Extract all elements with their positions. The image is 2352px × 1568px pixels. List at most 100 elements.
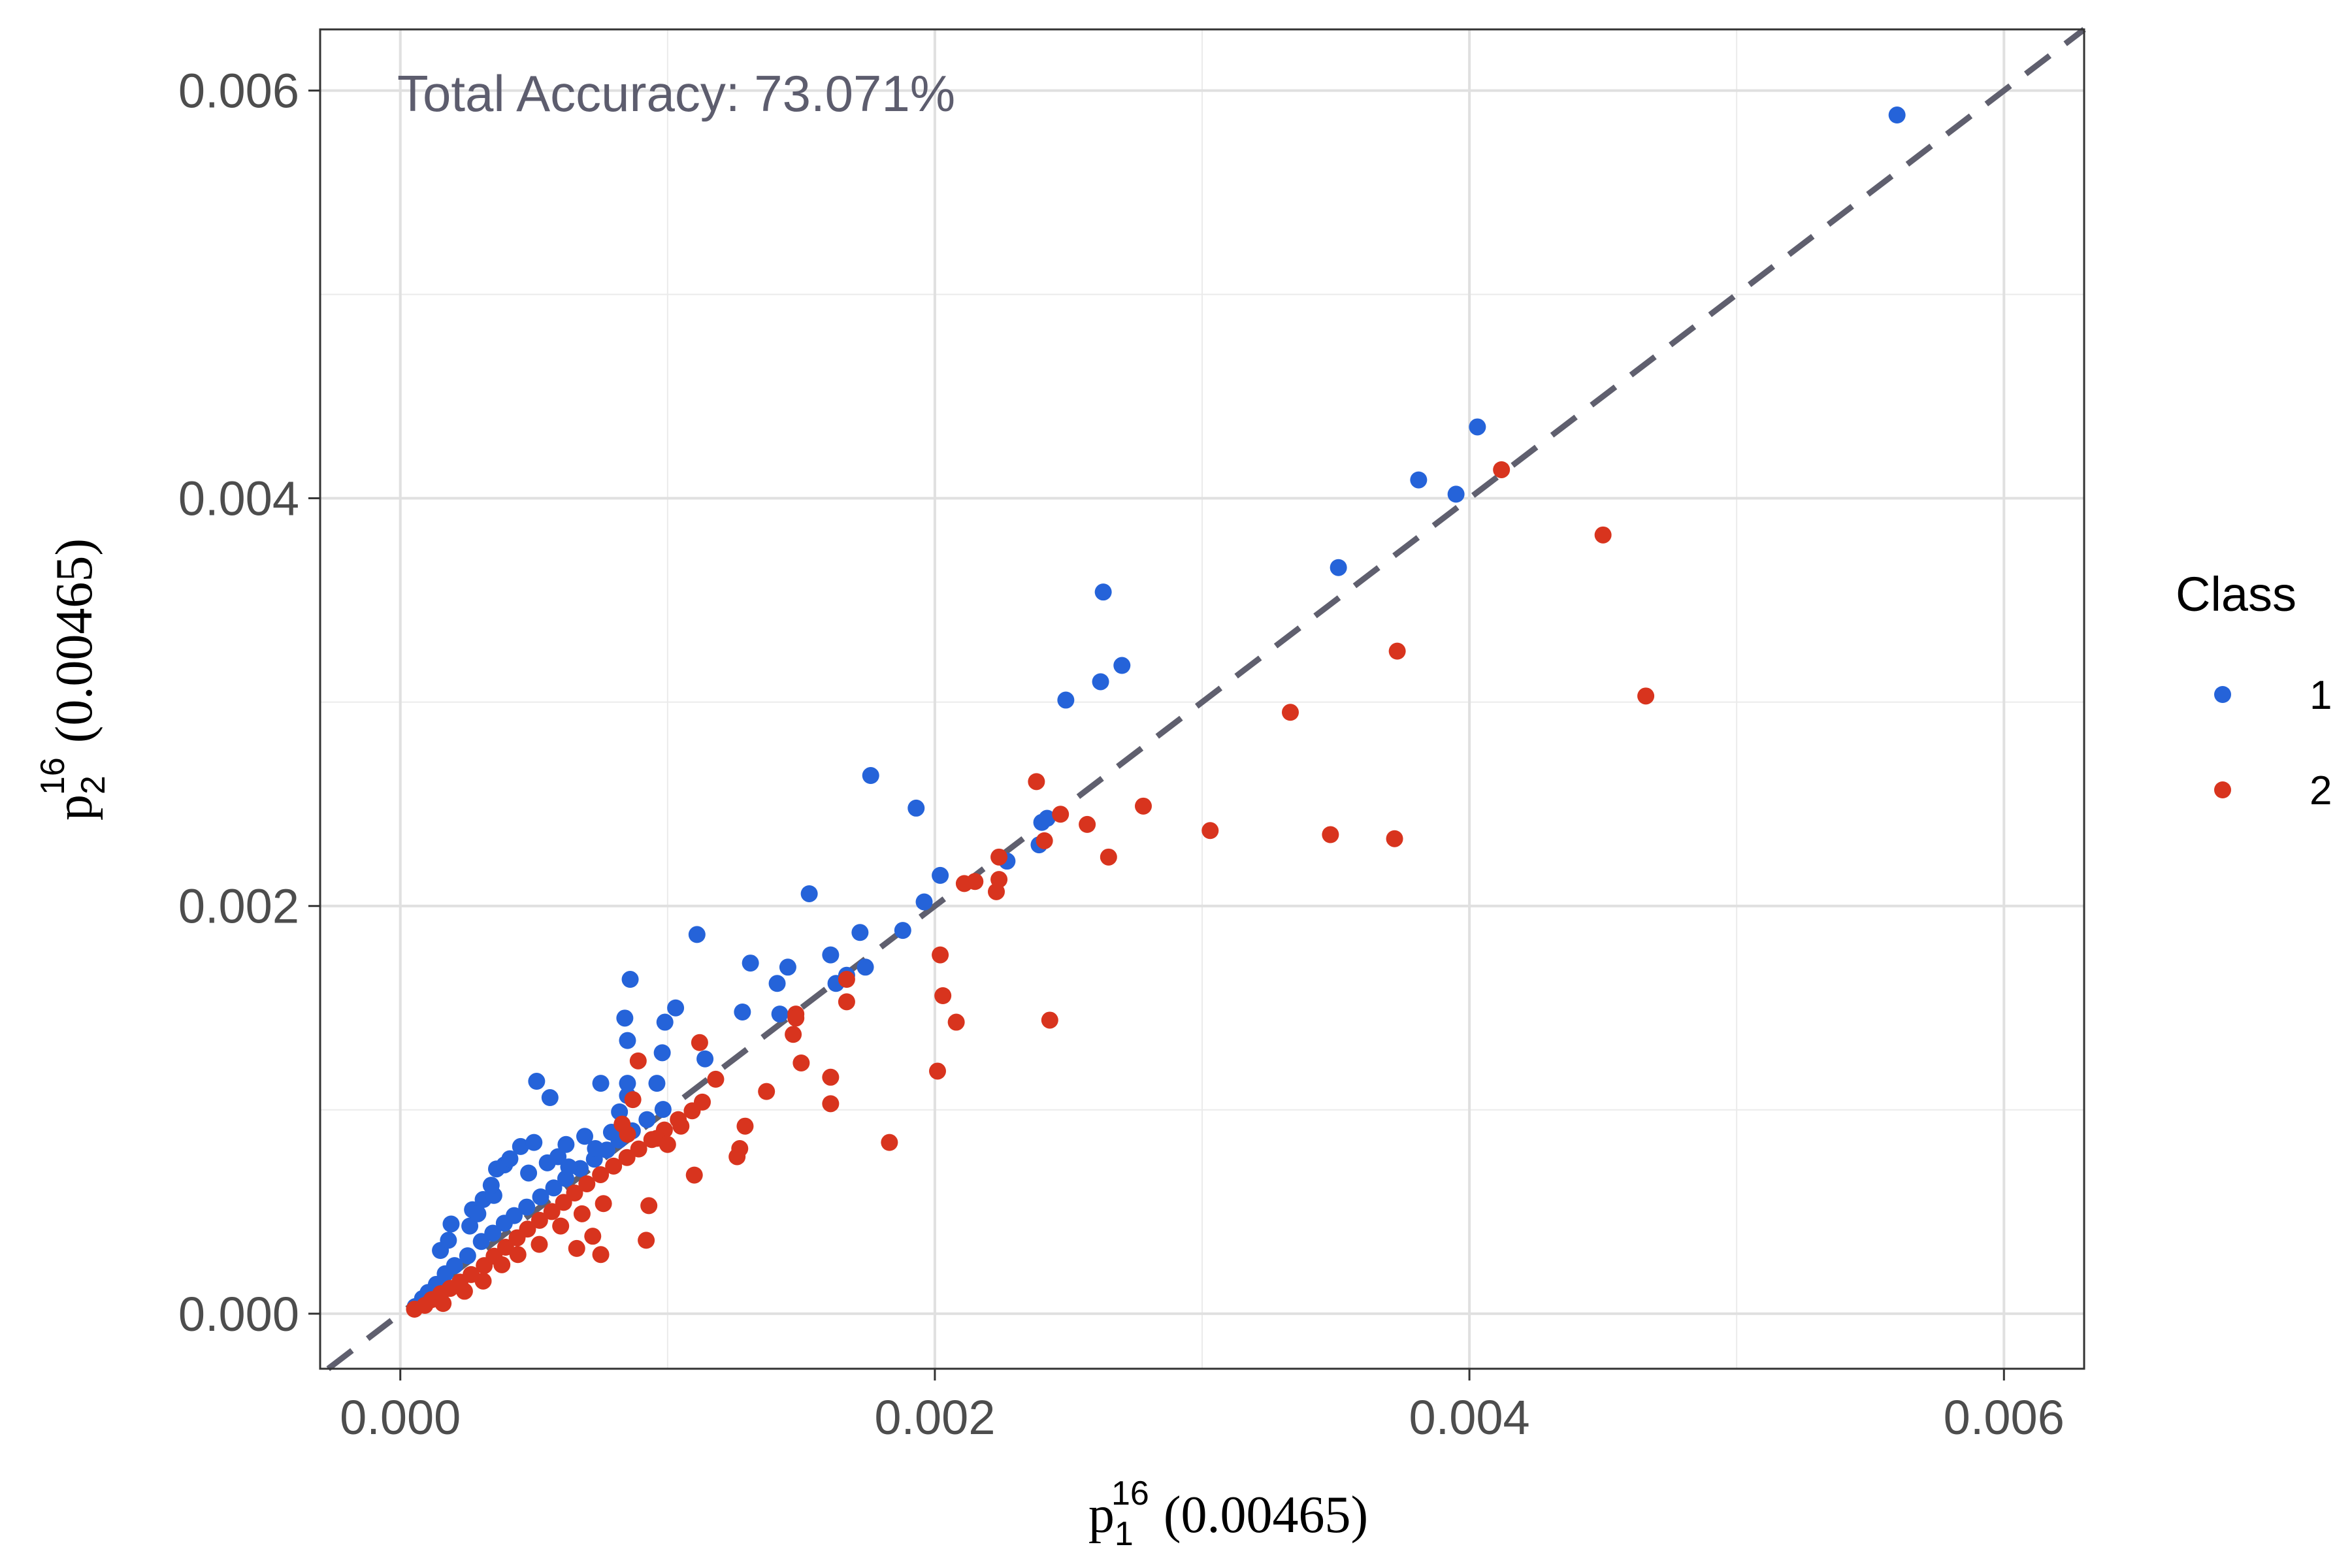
y-axis-title: p216 (0.00465)	[34, 538, 112, 821]
data-point-class-1	[667, 999, 685, 1017]
data-point-class-1	[1094, 583, 1112, 601]
data-point-class-2	[1637, 687, 1655, 705]
data-point-class-1	[696, 1050, 714, 1068]
data-point-class-2	[990, 871, 1008, 889]
grid	[320, 29, 2084, 1369]
data-point-class-1	[545, 1179, 563, 1197]
data-point-class-1	[459, 1247, 476, 1265]
data-point-class-2	[592, 1246, 610, 1264]
data-point-class-2	[592, 1166, 610, 1183]
data-point-class-2	[493, 1256, 511, 1273]
data-point-class-2	[497, 1239, 514, 1256]
data-point-class-1	[907, 799, 925, 817]
data-point-class-1	[512, 1137, 529, 1155]
x-axis-ticks: 0.000 0.002 0.004 0.006	[340, 1369, 2065, 1445]
data-point-class-2	[552, 1217, 570, 1235]
data-point-class-2	[1493, 461, 1511, 478]
data-point-class-1	[862, 767, 879, 785]
data-point-class-1	[442, 1215, 460, 1233]
data-point-class-1	[1057, 691, 1075, 709]
data-point-class-2	[694, 1093, 711, 1111]
x-tick-label: 0.002	[874, 1390, 995, 1445]
data-point-class-1	[482, 1177, 500, 1194]
data-point-class-1	[822, 946, 840, 964]
data-point-class-1	[1410, 471, 1428, 489]
data-point-class-1	[484, 1224, 502, 1242]
data-point-class-1	[518, 1198, 536, 1216]
data-point-class-2	[1386, 830, 1403, 847]
legend-label-class-1: 1	[2310, 673, 2332, 718]
data-point-class-2	[685, 1166, 703, 1184]
data-point-class-1	[857, 958, 874, 976]
data-point-class-1	[549, 1148, 567, 1166]
data-point-class-1	[915, 893, 933, 911]
data-point-class-2	[474, 1272, 492, 1290]
data-point-class-2	[1135, 797, 1152, 815]
data-point-class-1	[932, 866, 949, 884]
data-point-class-1	[1038, 809, 1056, 827]
data-point-class-2	[595, 1195, 612, 1213]
x-tick-label: 0.004	[1409, 1390, 1529, 1445]
data-point-class-2	[792, 1054, 810, 1071]
data-point-class-2	[659, 1135, 676, 1153]
data-point-class-1	[469, 1205, 487, 1222]
data-point-class-2	[1052, 806, 1070, 823]
data-point-class-1	[541, 1089, 559, 1107]
data-point-class-2	[630, 1140, 647, 1158]
data-point-class-2	[932, 946, 949, 964]
data-point-class-2	[1079, 815, 1096, 833]
legend-key-class-1	[2214, 686, 2231, 703]
data-point-class-1	[1330, 559, 1347, 576]
data-point-class-1	[619, 1075, 636, 1092]
data-point-class-2	[509, 1246, 527, 1264]
data-point-class-1	[592, 1075, 610, 1092]
data-point-class-2	[629, 1052, 647, 1070]
y-tick-label: 0.002	[178, 879, 299, 934]
y-tick-label: 0.000	[178, 1287, 299, 1341]
data-point-class-1	[506, 1207, 523, 1224]
data-point-class-1	[520, 1164, 538, 1182]
data-point-class-1	[446, 1257, 463, 1275]
data-point-class-1	[800, 885, 818, 902]
x-axis-title-superscript: 16	[1111, 1475, 1149, 1512]
data-point-class-1	[768, 975, 786, 992]
data-point-class-1	[616, 1009, 634, 1027]
data-point-class-2	[822, 1068, 840, 1086]
data-point-class-1	[656, 1013, 674, 1031]
data-point-class-1	[1888, 106, 1906, 124]
data-point-class-1	[587, 1140, 604, 1158]
data-point-class-1	[440, 1232, 457, 1249]
data-point-class-2	[1036, 832, 1053, 849]
data-point-class-2	[691, 1034, 708, 1051]
data-point-class-1	[1469, 418, 1486, 436]
data-point-class-2	[568, 1239, 585, 1257]
data-point-class-2	[618, 1149, 636, 1166]
y-axis-title-subscript: 2	[74, 776, 112, 794]
legend: Class 12	[2176, 567, 2332, 813]
data-point-class-2	[787, 1009, 805, 1027]
data-point-class-2	[1100, 848, 1117, 866]
legend-items: 12	[2214, 673, 2332, 813]
data-point-class-2	[566, 1184, 583, 1202]
data-point-class-2	[1282, 704, 1299, 721]
data-point-class-2	[929, 1062, 946, 1080]
legend-key-class-2	[2214, 781, 2231, 798]
legend-label-class-2: 2	[2310, 768, 2332, 813]
data-point-class-1	[501, 1150, 519, 1168]
data-point-class-2	[1201, 822, 1219, 840]
data-point-class-1	[619, 1032, 636, 1049]
data-point-class-2	[519, 1220, 536, 1238]
data-point-class-2	[838, 993, 855, 1011]
data-point-class-2	[613, 1115, 631, 1133]
data-point-class-1	[894, 922, 911, 939]
accuracy-annotation: Total Accuracy: 73.071%	[397, 65, 955, 122]
panel-border	[319, 28, 2085, 1370]
data-point-class-1	[648, 1075, 666, 1092]
data-point-class-1	[1447, 485, 1465, 503]
x-axis-title: p116 (0.00465)	[1088, 1475, 1368, 1553]
data-point-class-2	[1594, 526, 1612, 544]
data-point-class-1	[532, 1188, 549, 1205]
data-point-class-2	[838, 971, 855, 988]
